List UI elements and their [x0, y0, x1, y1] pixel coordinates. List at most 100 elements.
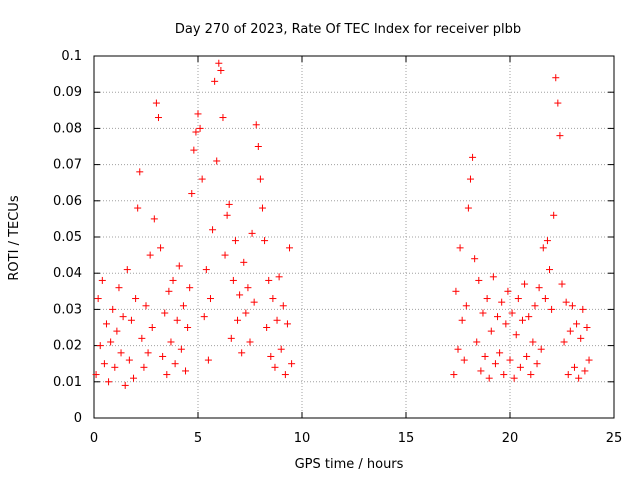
data-point [550, 211, 558, 219]
data-point [568, 302, 576, 310]
data-point [521, 280, 529, 288]
data-point [466, 175, 474, 183]
data-point [504, 287, 512, 295]
data-point [575, 374, 583, 382]
data-point [244, 284, 252, 292]
data-point [261, 237, 269, 245]
y-tick-label: 0.08 [53, 121, 82, 136]
y-axis-label: ROTI / TECUs [7, 195, 22, 280]
data-point [98, 276, 106, 284]
data-point [142, 302, 150, 310]
data-point [281, 371, 289, 379]
data-point [209, 226, 217, 234]
data-point [564, 371, 572, 379]
data-point [543, 237, 551, 245]
data-point [494, 313, 502, 321]
data-point [458, 316, 466, 324]
data-point [496, 349, 504, 357]
data-point [560, 338, 568, 346]
data-point [516, 363, 524, 371]
data-point [198, 175, 206, 183]
data-point [535, 284, 543, 292]
data-point [169, 276, 177, 284]
data-point [125, 356, 133, 364]
data-point [194, 110, 202, 118]
data-point [452, 287, 460, 295]
data-point [127, 316, 135, 324]
data-point [269, 295, 277, 303]
data-point [163, 371, 171, 379]
data-point [102, 320, 110, 328]
data-point [527, 371, 535, 379]
data-point [246, 338, 254, 346]
data-point [537, 345, 545, 353]
data-point [279, 302, 287, 310]
data-point [510, 374, 518, 382]
data-point [489, 273, 497, 281]
data-point [525, 313, 533, 321]
data-point [514, 295, 522, 303]
data-point [456, 244, 464, 252]
data-point [583, 324, 591, 331]
data-point [217, 66, 225, 74]
data-point [92, 371, 100, 379]
data-point [175, 262, 183, 270]
y-tick-label: 0.05 [53, 230, 82, 245]
data-point [186, 284, 194, 292]
data-point [562, 298, 570, 306]
data-point [240, 258, 248, 266]
data-point [206, 295, 214, 303]
data-point [265, 276, 273, 284]
data-point [236, 291, 244, 299]
data-point [144, 349, 152, 357]
data-point [558, 280, 566, 288]
data-point [204, 356, 212, 364]
data-point [554, 99, 562, 107]
data-point [111, 363, 119, 371]
data-point [286, 244, 294, 252]
x-tick-label: 20 [502, 431, 519, 446]
data-point [115, 284, 123, 292]
y-tick-label: 0.04 [53, 266, 82, 281]
data-point [161, 309, 169, 317]
data-point [250, 298, 258, 306]
data-point [229, 276, 237, 284]
data-point [506, 356, 514, 364]
data-point [184, 324, 192, 331]
data-point [213, 157, 221, 165]
data-point [585, 356, 593, 364]
y-tick-label: 0.09 [53, 85, 82, 100]
data-point [487, 327, 495, 335]
data-point [211, 77, 219, 85]
data-point [96, 342, 104, 350]
data-point [130, 374, 138, 382]
x-tick-label: 25 [606, 431, 623, 446]
data-point [573, 320, 581, 328]
data-point [541, 295, 549, 303]
data-point [242, 309, 250, 317]
data-point [498, 298, 506, 306]
data-point [254, 143, 262, 150]
data-point [121, 381, 129, 389]
data-point [258, 204, 266, 212]
data-point [552, 74, 560, 82]
data-point [288, 360, 296, 368]
data-point [159, 352, 167, 360]
data-point [248, 229, 256, 237]
data-point [500, 371, 508, 379]
data-point [546, 266, 554, 274]
x-tick-label: 0 [90, 431, 98, 446]
data-point [491, 360, 499, 368]
y-tick-label: 0.01 [53, 375, 82, 390]
data-point [485, 374, 493, 382]
data-point [460, 356, 468, 364]
data-point [119, 313, 127, 321]
x-axis-label: GPS time / hours [295, 457, 404, 472]
data-point [533, 360, 541, 368]
x-tick-label: 15 [398, 431, 415, 446]
data-point [134, 204, 142, 212]
data-point [479, 309, 487, 317]
data-point [227, 334, 235, 342]
